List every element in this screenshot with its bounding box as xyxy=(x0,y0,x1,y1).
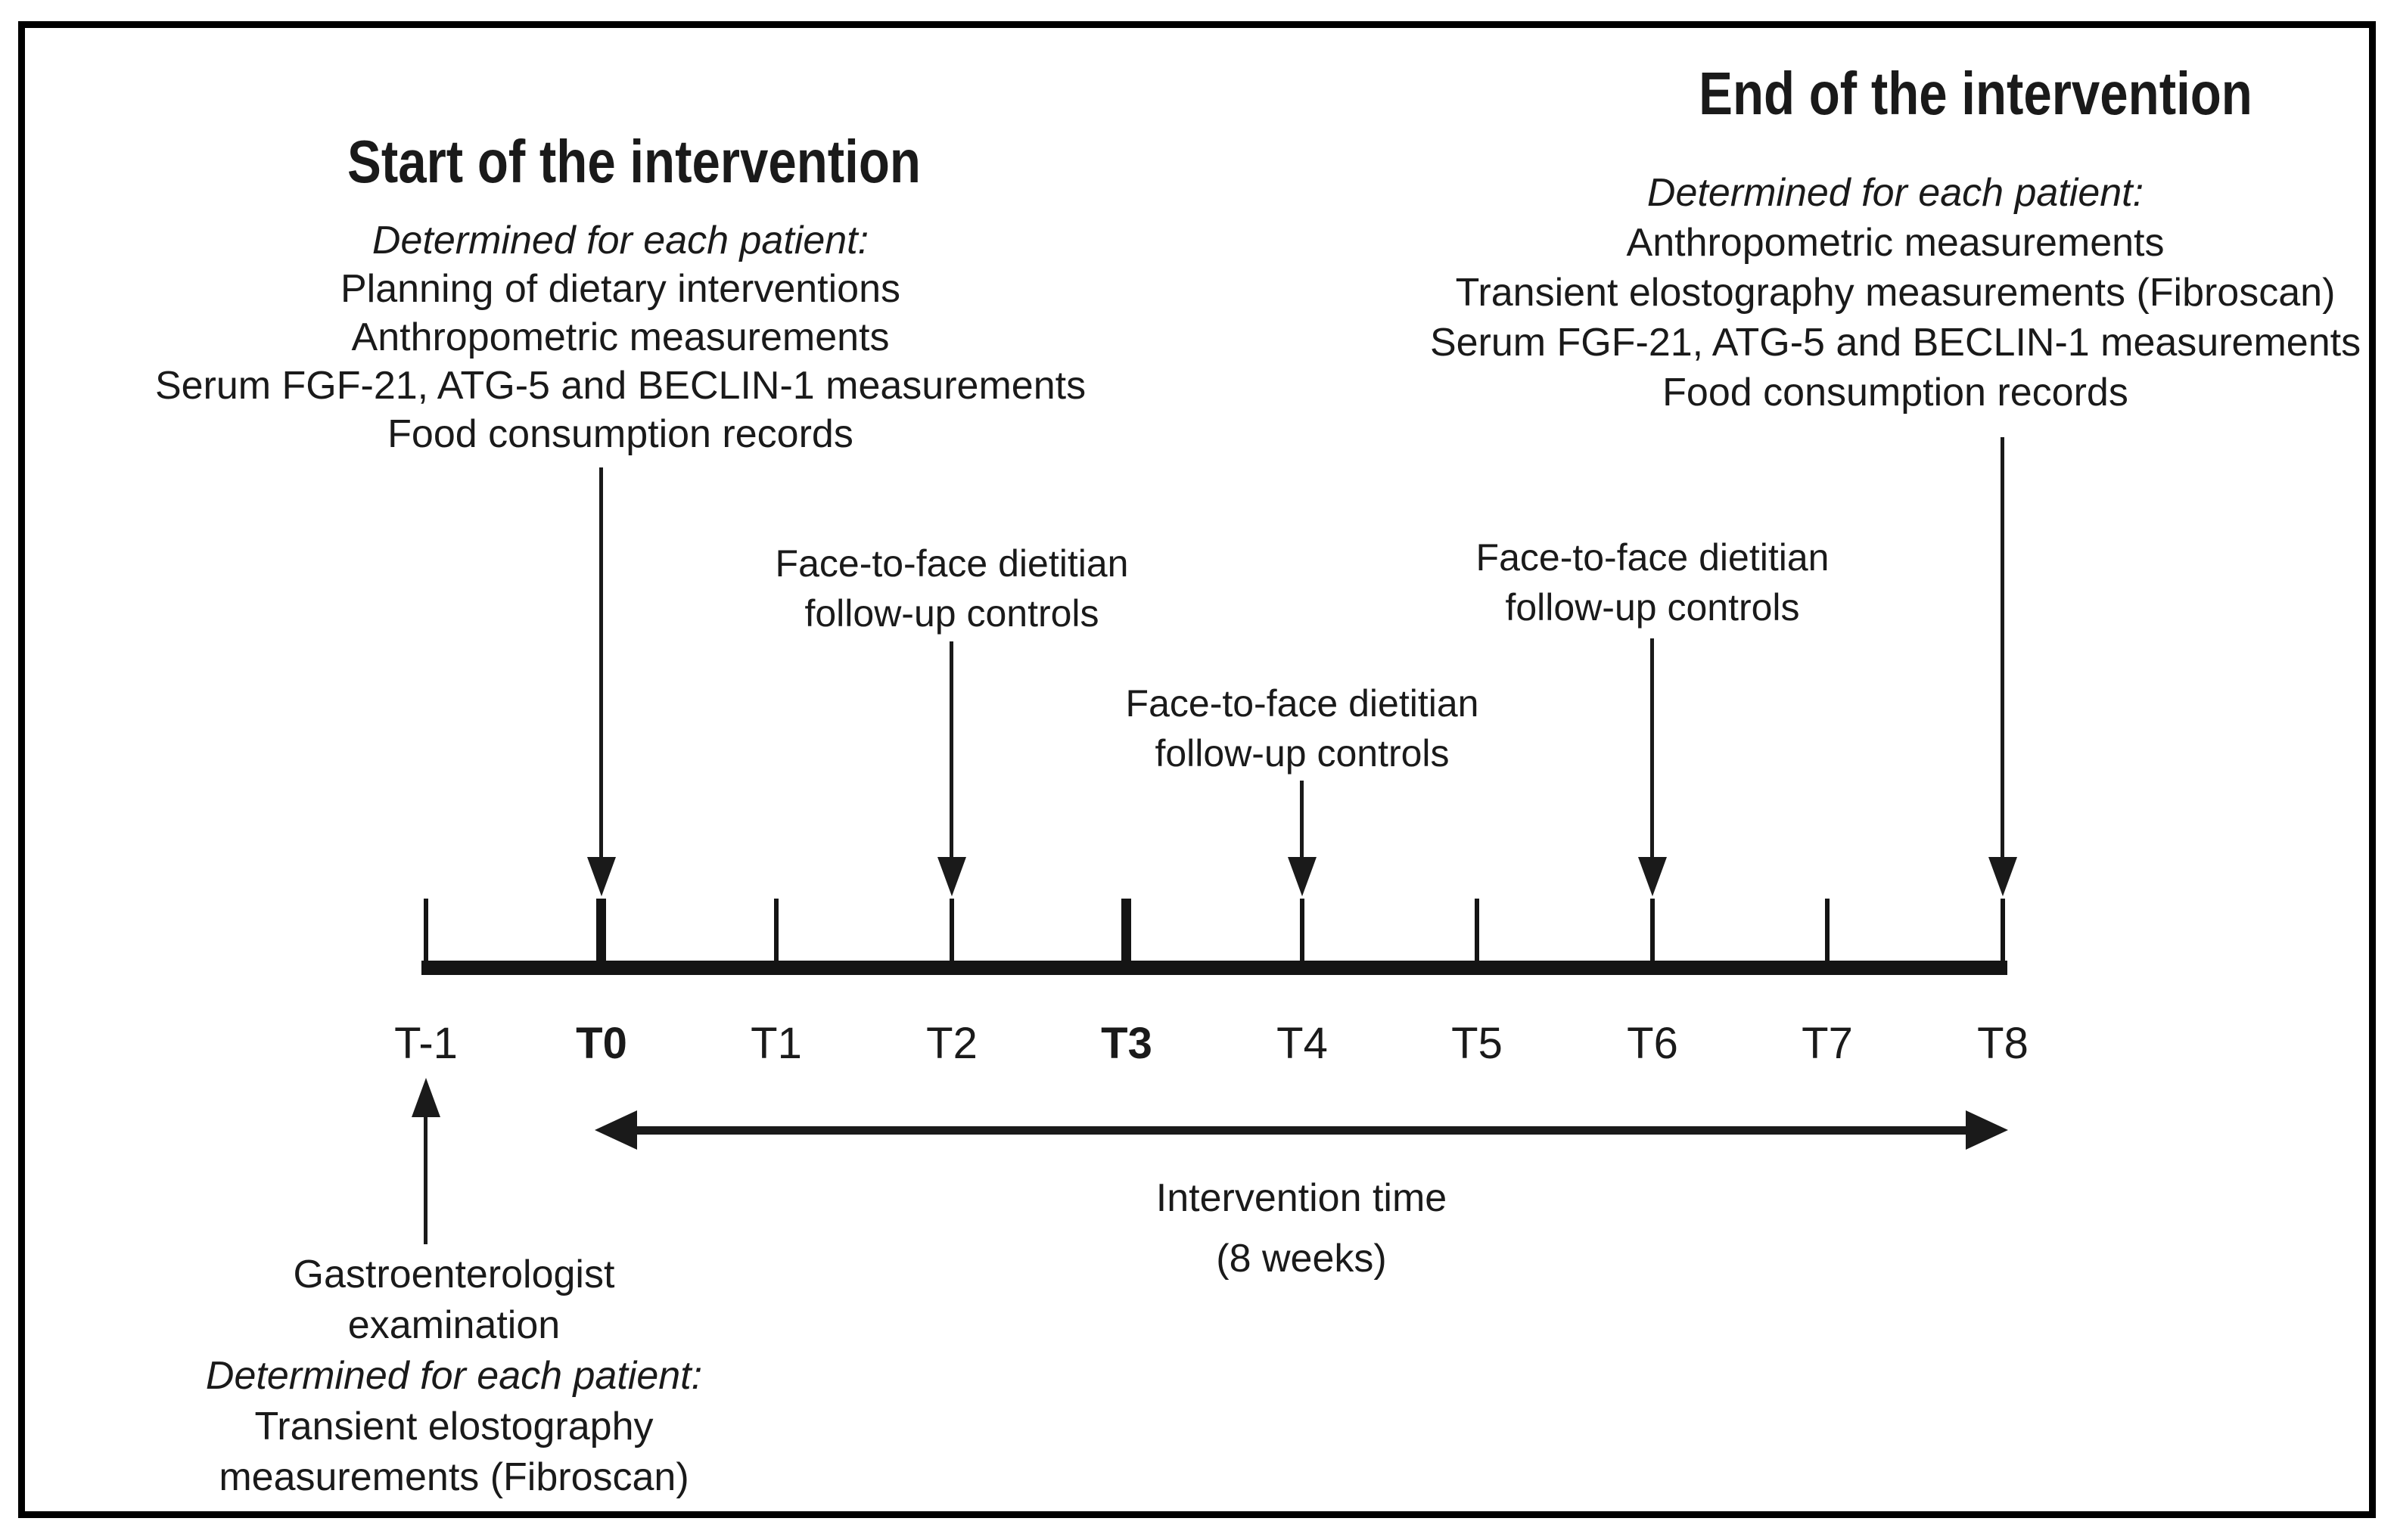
tick-t4 xyxy=(1300,899,1304,961)
arrow-shaft xyxy=(1300,781,1304,857)
tick-label-t8: T8 xyxy=(1977,1019,2029,1068)
followup-label-t2: Face-to-face dietitian follow-up control… xyxy=(611,539,1292,638)
followup-line: Face-to-face dietitian xyxy=(1475,536,1830,579)
determined-subtitle: Determined for each patient: xyxy=(1646,171,2144,215)
detail-line: Anthropometric measurements xyxy=(1626,221,2165,265)
followup-line: follow-up controls xyxy=(804,592,1099,635)
figure-border xyxy=(18,21,2376,1518)
tick-label-t1: T1 xyxy=(751,1019,802,1068)
followup-label-t4: Face-to-face dietitian follow-up control… xyxy=(962,678,1643,778)
arrowhead-right-icon xyxy=(1966,1110,2008,1150)
detail-line: Transient elostography xyxy=(254,1405,654,1448)
detail-line: Serum FGF-21, ATG-5 and BECLIN-1 measure… xyxy=(154,364,1087,408)
start-intervention-block: Start of the intervention Determined for… xyxy=(129,127,1112,458)
timeline-axis xyxy=(421,961,2007,975)
tick-label-t2: T2 xyxy=(926,1019,978,1068)
intervention-duration-text: (8 weeks) xyxy=(1216,1237,1387,1281)
arrowhead-up-icon xyxy=(412,1078,440,1117)
tick-t8 xyxy=(2001,899,2005,961)
arrowhead-down-icon xyxy=(937,857,966,896)
detail-line: Planning of dietary interventions xyxy=(340,267,900,311)
tick-label-t7: T7 xyxy=(1802,1019,1853,1068)
tick-label-t0: T0 xyxy=(576,1019,627,1068)
intervention-time-label: Intervention time (8 weeks) xyxy=(999,1168,1604,1289)
end-intervention-block: End of the intervention Determined for e… xyxy=(1404,59,2387,418)
arrow-shaft xyxy=(628,1126,1975,1135)
followup-line: follow-up controls xyxy=(1505,586,1800,629)
detail-line: Food consumption records xyxy=(387,412,853,456)
start-intervention-details: Determined for each patient: Planning of… xyxy=(129,216,1112,458)
tick-label-t-1: T-1 xyxy=(394,1019,458,1068)
arrowhead-down-icon xyxy=(587,857,616,896)
intervention-time-text: Intervention time xyxy=(1155,1176,1447,1220)
tick-label-t3: T3 xyxy=(1101,1019,1152,1068)
start-intervention-title: Start of the intervention xyxy=(347,128,921,195)
arrow-shaft xyxy=(424,1117,427,1244)
end-intervention-details: Determined for each patient: Anthropomet… xyxy=(1404,168,2387,418)
gastro-title-line: examination xyxy=(347,1303,561,1347)
followup-line: Face-to-face dietitian xyxy=(1125,682,1479,725)
determined-subtitle: Determined for each patient: xyxy=(372,219,869,262)
detail-line: measurements (Fibroscan) xyxy=(219,1455,689,1499)
tick-label-t5: T5 xyxy=(1451,1019,1503,1068)
gastro-title-line: Gastroenterologist xyxy=(293,1253,615,1296)
tick-t3 xyxy=(1121,899,1131,961)
tick-t-1 xyxy=(424,899,428,961)
arrowhead-down-icon xyxy=(1288,857,1317,896)
arrow-shaft xyxy=(1650,638,1654,857)
tick-t5 xyxy=(1475,899,1479,961)
followup-line: Face-to-face dietitian xyxy=(775,542,1129,585)
arrow-shaft xyxy=(950,641,953,857)
tick-t7 xyxy=(1825,899,1830,961)
followup-line: follow-up controls xyxy=(1155,732,1450,775)
arrow-shaft xyxy=(2001,437,2004,857)
tick-t2 xyxy=(950,899,954,961)
determined-subtitle: Determined for each patient: xyxy=(205,1354,703,1398)
end-intervention-title: End of the intervention xyxy=(1699,60,2252,127)
tick-label-t6: T6 xyxy=(1627,1019,1678,1068)
detail-line: Transient elostography measurements (Fib… xyxy=(1455,271,2336,315)
detail-line: Serum FGF-21, ATG-5 and BECLIN-1 measure… xyxy=(1429,321,2361,365)
followup-label-t6: Face-to-face dietitian follow-up control… xyxy=(1312,532,1993,632)
arrow-shaft xyxy=(599,467,603,858)
tick-label-t4: T4 xyxy=(1276,1019,1328,1068)
detail-line: Food consumption records xyxy=(1662,371,2128,414)
detail-line: Anthropometric measurements xyxy=(351,315,890,359)
tick-t0 xyxy=(596,899,606,961)
arrowhead-down-icon xyxy=(1988,857,2017,896)
gastroenterologist-block: Gastroenterologist examination Determine… xyxy=(113,1250,794,1503)
tick-t6 xyxy=(1650,899,1655,961)
tick-t1 xyxy=(774,899,779,961)
arrowhead-down-icon xyxy=(1638,857,1667,896)
